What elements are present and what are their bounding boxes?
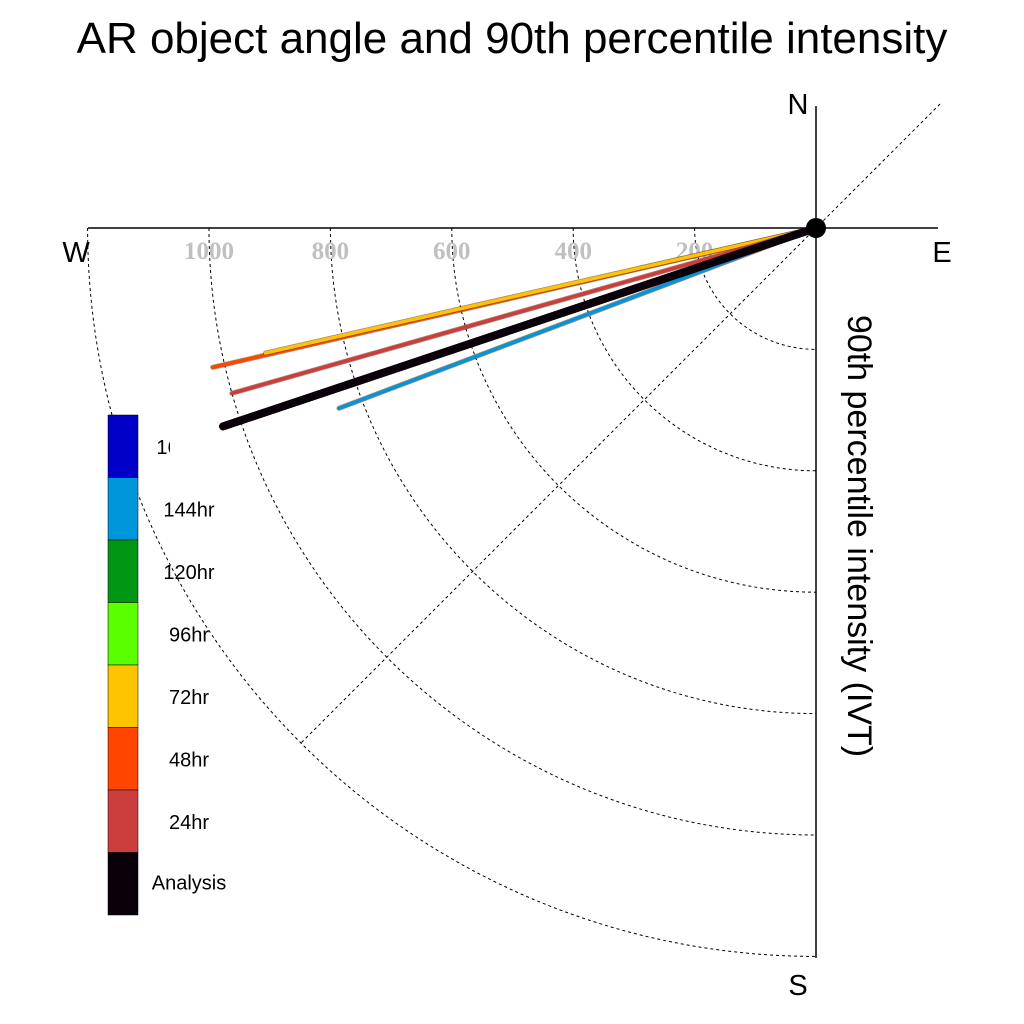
grid-diagonal — [300, 103, 941, 744]
grid-arc — [87, 227, 817, 957]
colorbar-swatch — [107, 602, 139, 666]
west-label: W — [62, 237, 90, 269]
north-label: N — [788, 89, 809, 121]
chart-axes — [88, 106, 938, 958]
colorbar-label: 48hr — [169, 750, 209, 772]
colorbar-swatch — [107, 727, 139, 791]
colorbar-swatch — [107, 539, 139, 603]
east-label: E — [932, 237, 951, 269]
colorbar-label: Analysis — [152, 873, 226, 895]
chart-title: AR object angle and 90th percentile inte… — [76, 14, 948, 63]
colorbar-label: 120hr — [163, 562, 214, 584]
vector-24hr — [230, 226, 818, 396]
vector-analysis — [219, 224, 820, 431]
grid-arc — [329, 227, 817, 715]
vector-72hr — [263, 226, 818, 355]
colorbar-label: 168hr — [156, 437, 207, 459]
radial-tick-label: 800 — [312, 238, 350, 265]
radial-axis-label: 90th percentile intensity (IVT) — [840, 315, 878, 757]
colorbar-label: 24hr — [169, 812, 209, 834]
colorbar-swatch — [107, 789, 139, 853]
colorbar-swatch — [107, 414, 139, 478]
colorbar-label: 96hr — [169, 625, 209, 647]
colorbar: 168hr 144hr 120hr 96hr 72hr 48hr 24hr Analysis — [107, 414, 226, 916]
colorbar-swatch — [107, 664, 139, 728]
radial-tick-label: 600 — [433, 238, 471, 265]
radial-tick-label: 1000 — [184, 238, 234, 265]
colorbar-swatch — [107, 477, 139, 541]
series-vectors — [210, 224, 820, 431]
south-label: S — [788, 970, 807, 1002]
colorbar-label: 144hr — [163, 500, 214, 522]
radial-tick-label: 400 — [554, 238, 592, 265]
grid-arc — [208, 227, 817, 836]
colorbar-label: 72hr — [169, 687, 209, 709]
origin-marker — [806, 218, 826, 238]
colorbar-swatch — [107, 852, 139, 916]
